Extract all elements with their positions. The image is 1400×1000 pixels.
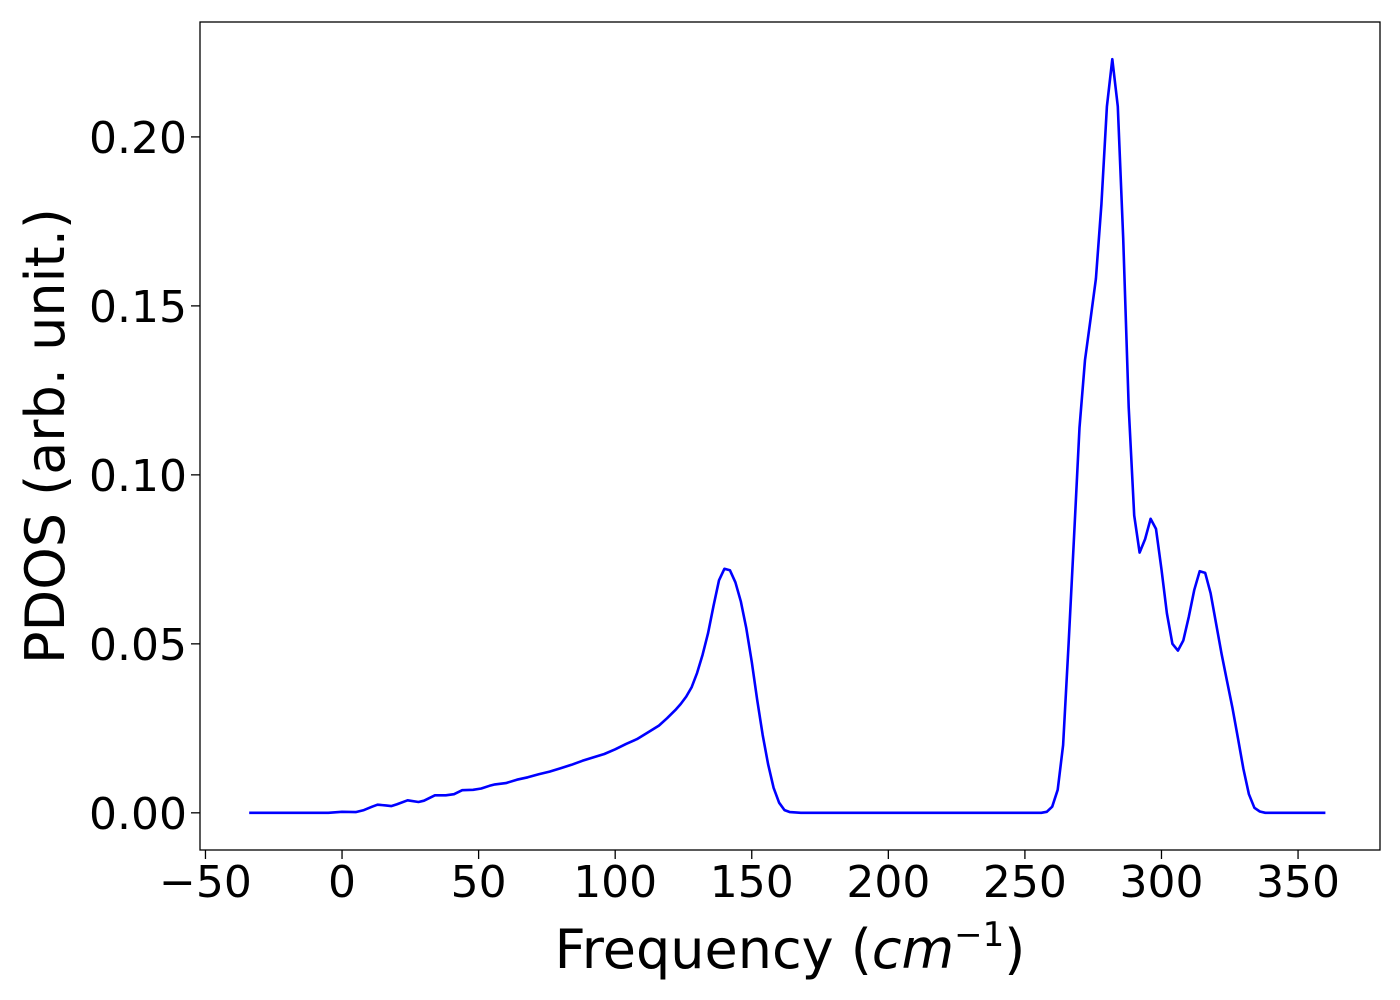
y-tick-label: 0.20 [89, 113, 187, 164]
x-axis-label: Frequency (cm−1) [555, 915, 1026, 981]
plot-frame [199, 21, 1381, 851]
x-tick-label: −50 [159, 857, 252, 908]
y-axis-label: PDOS (arb. unit.) [14, 208, 77, 664]
x-tick-label: 250 [983, 857, 1067, 908]
x-tick-label: 50 [451, 857, 507, 908]
y-tick-label: 0.00 [89, 789, 187, 840]
series-line [249, 57, 1326, 815]
x-tick-label: 350 [1256, 857, 1340, 908]
ticks-layer: −50 0 50 100 150 200 250 300 350 0.00 0.05 0.10 0.15… [89, 113, 1340, 908]
x-tick-label: 300 [1119, 857, 1203, 908]
x-tick-label: 150 [710, 857, 794, 908]
x-tick-label: 0 [328, 857, 356, 908]
x-tick-label: 100 [573, 857, 657, 908]
y-tick-label: 0.10 [89, 451, 187, 502]
x-tick-label: 200 [846, 857, 930, 908]
y-tick-label: 0.05 [89, 620, 187, 671]
y-tick-label: 0.15 [89, 282, 187, 333]
